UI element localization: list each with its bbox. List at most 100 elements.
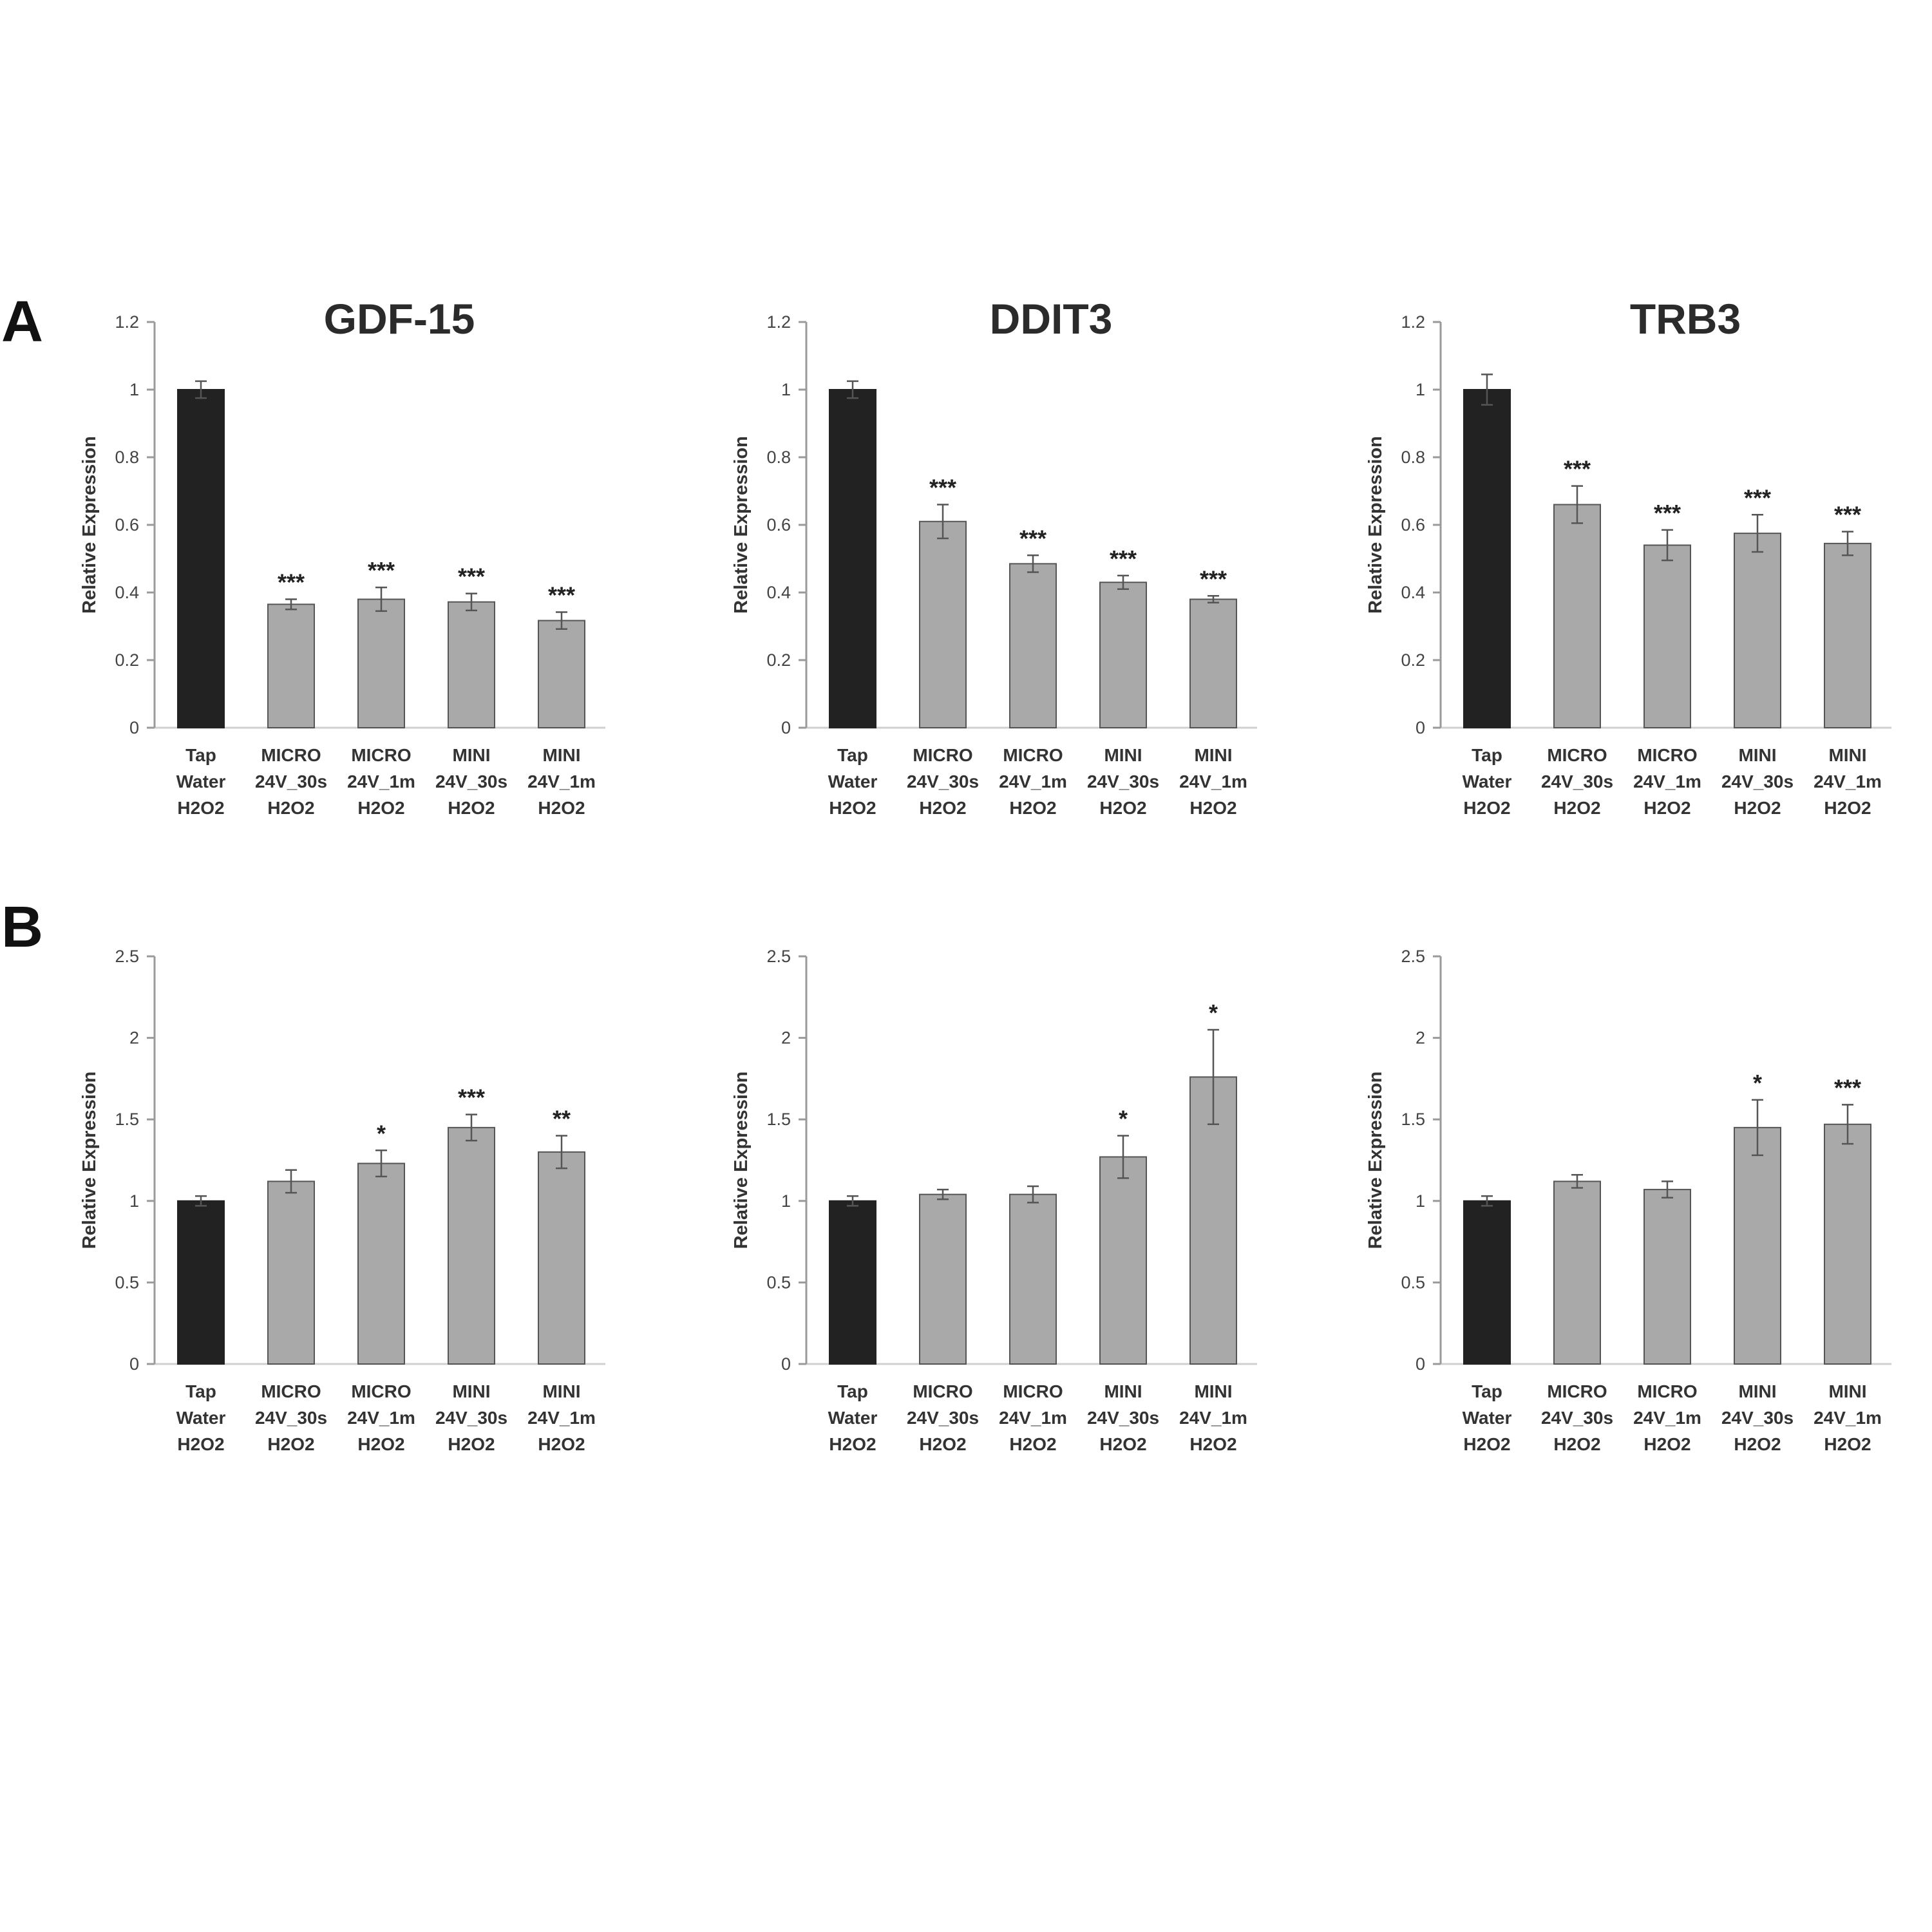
x-tick-label: 24V_30s xyxy=(1541,772,1613,791)
y-axis-title: Relative Expression xyxy=(79,436,100,614)
x-tick-label: H2O2 xyxy=(919,798,966,818)
x-tick-label: Water xyxy=(1463,772,1512,791)
x-tick-label: MINI xyxy=(1738,1381,1776,1401)
x-tick-label: Tap xyxy=(185,1381,216,1401)
y-tick-label: 0 xyxy=(781,718,791,737)
chart-title: GDF-15 xyxy=(324,295,475,343)
y-tick-label: 0.2 xyxy=(1401,650,1425,670)
x-tick-label: Water xyxy=(176,1408,226,1428)
x-tick-label: MINI xyxy=(1104,1381,1142,1401)
x-tick-label: 24V_30s xyxy=(1087,772,1159,791)
x-tick-label: 24V_30s xyxy=(255,772,327,791)
x-tick-label: H2O2 xyxy=(1553,1434,1600,1454)
x-tick-label: 24V_1m xyxy=(527,772,596,791)
y-tick-label: 0.5 xyxy=(115,1273,139,1292)
bar xyxy=(1009,563,1057,728)
x-tick-label: 24V_1m xyxy=(347,1408,415,1428)
y-tick-label: 0.6 xyxy=(115,515,139,535)
chart-b-middle: Relative Expression 0 0.5 1 1.5 2 2.5 Tap Water H… xyxy=(731,947,1257,1454)
significance-label: *** xyxy=(1744,484,1771,511)
y-tick-label: 1 xyxy=(129,1191,139,1211)
x-tick-label: 24V_1m xyxy=(347,772,415,791)
bar xyxy=(177,389,225,728)
chart-gdf15: GDF-15 Relative Expression 0 0.2 0.4 0.6 0.8 1 1… xyxy=(79,295,605,818)
x-tick-label: H2O2 xyxy=(357,798,404,818)
x-tick-label: H2O2 xyxy=(1099,1434,1146,1454)
significance-label: *** xyxy=(1019,525,1046,551)
x-tick-label: Water xyxy=(828,1408,878,1428)
y-tick-label: 1 xyxy=(781,380,791,399)
y-axis-title: Relative Expression xyxy=(731,436,752,614)
x-tick-label: H2O2 xyxy=(1643,798,1690,818)
x-tick-label: Water xyxy=(1463,1408,1512,1428)
x-tick-label: 24V_1m xyxy=(1814,1408,1882,1428)
x-tick-label: MINI xyxy=(452,745,490,765)
y-tick-label: 0.8 xyxy=(1401,448,1425,467)
x-tick-label: Water xyxy=(828,772,878,791)
x-tick-label: H2O2 xyxy=(538,798,585,818)
significance-label: *** xyxy=(1834,1074,1861,1101)
y-axis-title: Relative Expression xyxy=(731,1072,752,1249)
y-tick-label: 2 xyxy=(1416,1028,1425,1048)
x-tick-label: MINI xyxy=(542,1381,580,1401)
y-tick-label: 1.5 xyxy=(766,1110,791,1129)
x-tick-label: MICRO xyxy=(1547,745,1607,765)
x-tick-label: Tap xyxy=(185,745,216,765)
bar xyxy=(829,389,876,728)
significance-label: *** xyxy=(458,564,485,590)
bar xyxy=(1463,389,1511,728)
x-tick-label: H2O2 xyxy=(1099,798,1146,818)
y-tick-label: 1 xyxy=(129,380,139,399)
x-tick-label: Tap xyxy=(837,745,868,765)
bar xyxy=(177,1200,225,1365)
x-tick-label: MICRO xyxy=(913,745,972,765)
y-tick-label: 0.6 xyxy=(766,515,791,535)
bar xyxy=(448,601,495,729)
y-axis-title: Relative Expression xyxy=(1365,1072,1386,1249)
y-tick-label: 1.2 xyxy=(1401,312,1425,332)
chart-b-right: Relative Expression 0 0.5 1 1.5 2 2.5 Tap Water H… xyxy=(1365,947,1891,1454)
significance-label: *** xyxy=(1834,502,1861,528)
x-tick-label: H2O2 xyxy=(1009,1434,1056,1454)
x-tick-label: H2O2 xyxy=(1824,1434,1871,1454)
significance-label: * xyxy=(377,1120,386,1146)
x-tick-label: H2O2 xyxy=(1734,798,1781,818)
y-tick-label: 0 xyxy=(1416,718,1425,737)
y-tick-label: 0.4 xyxy=(1401,583,1425,602)
y-tick-label: 0.5 xyxy=(1401,1273,1425,1292)
significance-label: *** xyxy=(368,557,395,583)
x-tick-label: MICRO xyxy=(913,1381,972,1401)
x-tick-label: MICRO xyxy=(261,745,321,765)
y-tick-label: 0.4 xyxy=(115,583,139,602)
x-tick-label: H2O2 xyxy=(1463,1434,1510,1454)
x-tick-label: 24V_30s xyxy=(435,772,507,791)
y-tick-label: 1 xyxy=(1416,380,1425,399)
x-tick-label: 24V_1m xyxy=(999,772,1067,791)
bar xyxy=(1643,544,1691,728)
x-tick-label: 24V_1m xyxy=(999,1408,1067,1428)
x-tick-label: H2O2 xyxy=(1189,1434,1236,1454)
bar xyxy=(1734,1126,1781,1365)
x-tick-label: 24V_30s xyxy=(1721,1408,1794,1428)
x-tick-label: H2O2 xyxy=(1824,798,1871,818)
x-tick-label: MINI xyxy=(1828,745,1866,765)
chart-b-left: Relative Expression 0 0.5 1 1.5 2 2.5 Tap Water H… xyxy=(79,947,605,1454)
x-tick-label: H2O2 xyxy=(1463,798,1510,818)
x-tick-label: Tap xyxy=(837,1381,868,1401)
x-tick-label: 24V_1m xyxy=(1633,772,1701,791)
bar xyxy=(1009,1193,1057,1365)
chart-title: DDIT3 xyxy=(990,295,1113,343)
y-tick-label: 0 xyxy=(129,1354,139,1374)
y-tick-label: 2.5 xyxy=(1401,947,1425,966)
x-tick-label: 24V_30s xyxy=(1541,1408,1613,1428)
x-tick-label: H2O2 xyxy=(829,798,876,818)
x-tick-label: MINI xyxy=(1104,745,1142,765)
y-tick-label: 0 xyxy=(129,718,139,737)
chart-title: TRB3 xyxy=(1630,295,1741,343)
y-tick-label: 2 xyxy=(129,1028,139,1048)
bar xyxy=(1553,1180,1601,1365)
x-tick-label: 24V_1m xyxy=(1179,1408,1247,1428)
significance-label: *** xyxy=(1654,500,1681,526)
y-tick-label: 1.5 xyxy=(115,1110,139,1129)
